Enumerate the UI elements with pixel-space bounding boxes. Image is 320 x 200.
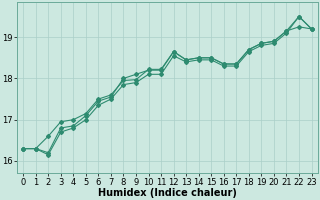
X-axis label: Humidex (Indice chaleur): Humidex (Indice chaleur) bbox=[98, 188, 237, 198]
